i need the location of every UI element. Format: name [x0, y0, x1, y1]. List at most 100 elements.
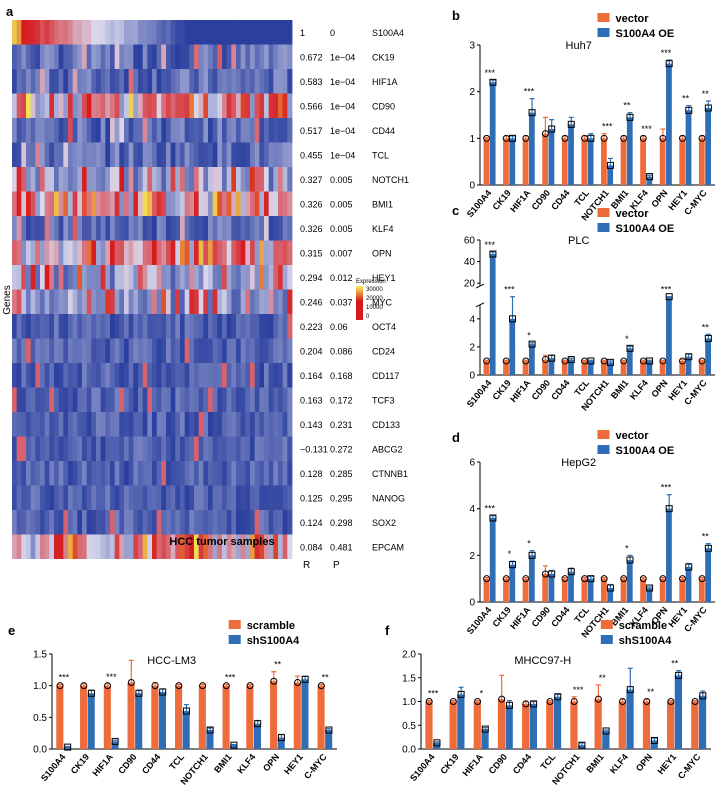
heatmap-cell — [226, 142, 232, 167]
heatmap-cell — [35, 191, 41, 216]
heatmap-cell — [124, 167, 130, 192]
heatmap-cell — [222, 44, 228, 69]
heatmap-cell — [278, 167, 284, 192]
heatmap-cell — [72, 412, 78, 437]
heatmap-cell — [166, 20, 172, 45]
heatmap-cell — [166, 363, 172, 388]
heatmap-cell — [175, 216, 181, 241]
heatmap-cell — [170, 387, 176, 412]
significance-label: ** — [322, 672, 330, 682]
data-point — [678, 134, 686, 142]
heatmap-cell — [180, 363, 186, 388]
p-value: 0.012 — [330, 273, 353, 283]
heatmap-cell — [226, 240, 232, 265]
heatmap-cell — [198, 240, 204, 265]
heatmap-cell — [147, 265, 153, 290]
heatmap-cell — [100, 93, 106, 118]
gene-label: NANOG — [372, 493, 405, 503]
heatmap-cell — [58, 461, 64, 486]
heatmap-cell — [282, 69, 288, 94]
heatmap-cell — [212, 485, 218, 510]
heatmap-cell — [40, 412, 46, 437]
heatmap-cell — [40, 142, 46, 167]
x-tick-label: BMI1 — [584, 752, 605, 775]
heatmap-cell — [203, 69, 209, 94]
heatmap-cell — [91, 534, 97, 559]
heatmap-cell — [273, 387, 279, 412]
heatmap-cell — [184, 44, 190, 69]
heatmap-cell — [217, 118, 223, 143]
heatmap-cell — [119, 265, 125, 290]
heatmap-cell — [114, 20, 120, 45]
heatmap-cell — [259, 216, 265, 241]
data-point — [685, 563, 693, 571]
heatmap-cell — [240, 534, 246, 559]
heatmap-cell — [133, 265, 139, 290]
heatmap-cell — [58, 436, 64, 461]
significance-label: * — [508, 549, 512, 559]
y-tick-label: 2.0 — [402, 650, 416, 661]
heatmap-cell — [30, 363, 36, 388]
heatmap-cell — [254, 20, 260, 45]
bar — [509, 318, 516, 375]
heatmap-cell — [250, 44, 256, 69]
heatmap-cell — [180, 44, 186, 69]
heatmap-cell — [12, 167, 18, 192]
heatmap-cell — [44, 240, 50, 265]
heatmap-cell — [259, 191, 265, 216]
heatmap-cell — [138, 167, 144, 192]
bar — [698, 138, 705, 185]
heatmap-cell — [273, 314, 279, 339]
heatmap-cell — [226, 461, 232, 486]
heatmap-cell — [282, 485, 288, 510]
heatmap-cell — [138, 69, 144, 94]
bar — [246, 685, 254, 749]
heatmap-cell — [114, 265, 120, 290]
heatmap-cell — [175, 412, 181, 437]
x-tick-label: HIF1A — [461, 751, 486, 778]
gene-label: MYC — [372, 297, 393, 307]
r-value: 0.246 — [300, 297, 323, 307]
heatmap-cell — [278, 289, 284, 314]
r-value: 0.327 — [300, 175, 323, 185]
heatmap-cell — [16, 461, 22, 486]
heatmap-cell — [254, 534, 260, 559]
heatmap-cell — [222, 387, 228, 412]
heatmap-cell — [184, 363, 190, 388]
heatmap-cell — [203, 338, 209, 363]
data-point — [606, 584, 614, 592]
heatmap-cell — [184, 289, 190, 314]
heatmap-cell — [222, 216, 228, 241]
heatmap-cell — [259, 461, 265, 486]
heatmap-cell — [124, 461, 130, 486]
heatmap-cell — [49, 265, 55, 290]
heatmap-cell — [21, 167, 27, 192]
heatmap-cell — [68, 436, 74, 461]
heatmap-cell — [49, 314, 55, 339]
heatmap-cell — [147, 69, 153, 94]
heatmap-cell — [16, 289, 22, 314]
bar — [685, 567, 692, 602]
bar — [522, 360, 529, 375]
heatmap-cell — [110, 240, 116, 265]
heatmap-cell — [194, 167, 200, 192]
heatmap-cell — [138, 510, 144, 535]
heatmap-cell — [96, 534, 102, 559]
heatmap-cell — [245, 240, 251, 265]
chart-title: Huh7 — [566, 40, 592, 52]
heatmap-cell — [119, 44, 125, 69]
heatmap-cell — [222, 510, 228, 535]
heatmap-cell — [72, 534, 78, 559]
heatmap-cell — [198, 44, 204, 69]
heatmap-cell — [40, 314, 46, 339]
heatmap-cell — [264, 461, 270, 486]
heatmap-cell — [278, 510, 284, 535]
heatmap-cell — [175, 338, 181, 363]
heatmap-cell — [166, 69, 172, 94]
heatmap-cell — [184, 338, 190, 363]
significance-label: *** — [661, 285, 672, 295]
heatmap-cell — [96, 338, 102, 363]
heatmap-cell — [26, 118, 32, 143]
bar — [182, 711, 190, 749]
heatmap-cell — [259, 44, 265, 69]
